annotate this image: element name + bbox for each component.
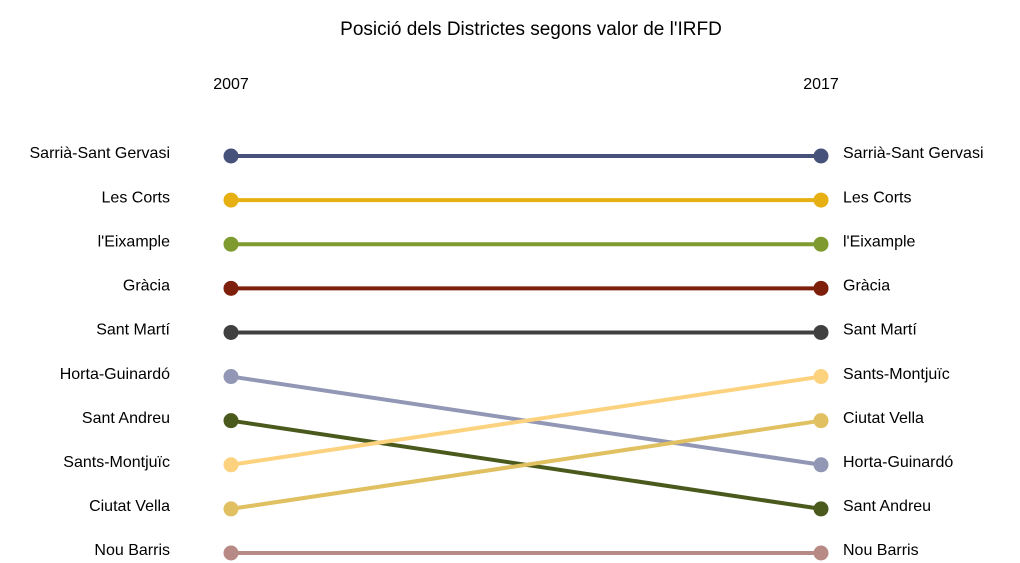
column-label: 2017: [803, 76, 839, 93]
slope-point: [813, 236, 829, 252]
left-label: Gràcia: [123, 278, 170, 295]
left-label: l'Eixample: [98, 233, 171, 250]
right-label: Horta-Guinardó: [843, 454, 953, 471]
left-label: Nou Barris: [94, 542, 170, 559]
slope-point: [813, 324, 829, 340]
left-label: Sarrià-Sant Gervasi: [30, 145, 171, 162]
column-label: 2007: [213, 76, 249, 93]
slope-point: [223, 501, 239, 517]
slope-point: [223, 236, 239, 252]
slope-point: [813, 369, 829, 385]
left-label: Ciutat Vella: [89, 498, 170, 515]
chart-title: Posició dels Districtes segons valor de …: [340, 19, 722, 40]
slope-point: [813, 280, 829, 296]
slope-point: [223, 148, 239, 164]
left-label: Les Corts: [102, 189, 170, 206]
right-label: Sants-Montjuïc: [843, 366, 950, 383]
left-label: Sant Andreu: [82, 410, 170, 427]
slope-point: [223, 192, 239, 208]
left-label: Sants-Montjuïc: [63, 454, 170, 471]
slope-point: [813, 413, 829, 429]
right-label: Ciutat Vella: [843, 410, 924, 427]
slope-point: [813, 501, 829, 517]
slope-point: [813, 192, 829, 208]
slope-point: [813, 148, 829, 164]
right-label: Gràcia: [843, 278, 890, 295]
right-label: l'Eixample: [843, 233, 916, 250]
left-label: Sant Martí: [96, 322, 170, 339]
right-label: Les Corts: [843, 189, 911, 206]
slope-line: [230, 418, 822, 511]
slope-point: [223, 545, 239, 561]
left-label: Horta-Guinardó: [60, 366, 170, 383]
slope-point: [223, 457, 239, 473]
right-label: Nou Barris: [843, 542, 919, 559]
slope-point: [813, 457, 829, 473]
right-label: Sarrià-Sant Gervasi: [843, 145, 984, 162]
slope-point: [223, 280, 239, 296]
slope-point: [223, 324, 239, 340]
slope-point: [813, 545, 829, 561]
slope-point: [223, 413, 239, 429]
slope-line: [230, 374, 822, 467]
right-label: Sant Martí: [843, 322, 917, 339]
right-label: Sant Andreu: [843, 498, 931, 515]
slope-point: [223, 369, 239, 385]
